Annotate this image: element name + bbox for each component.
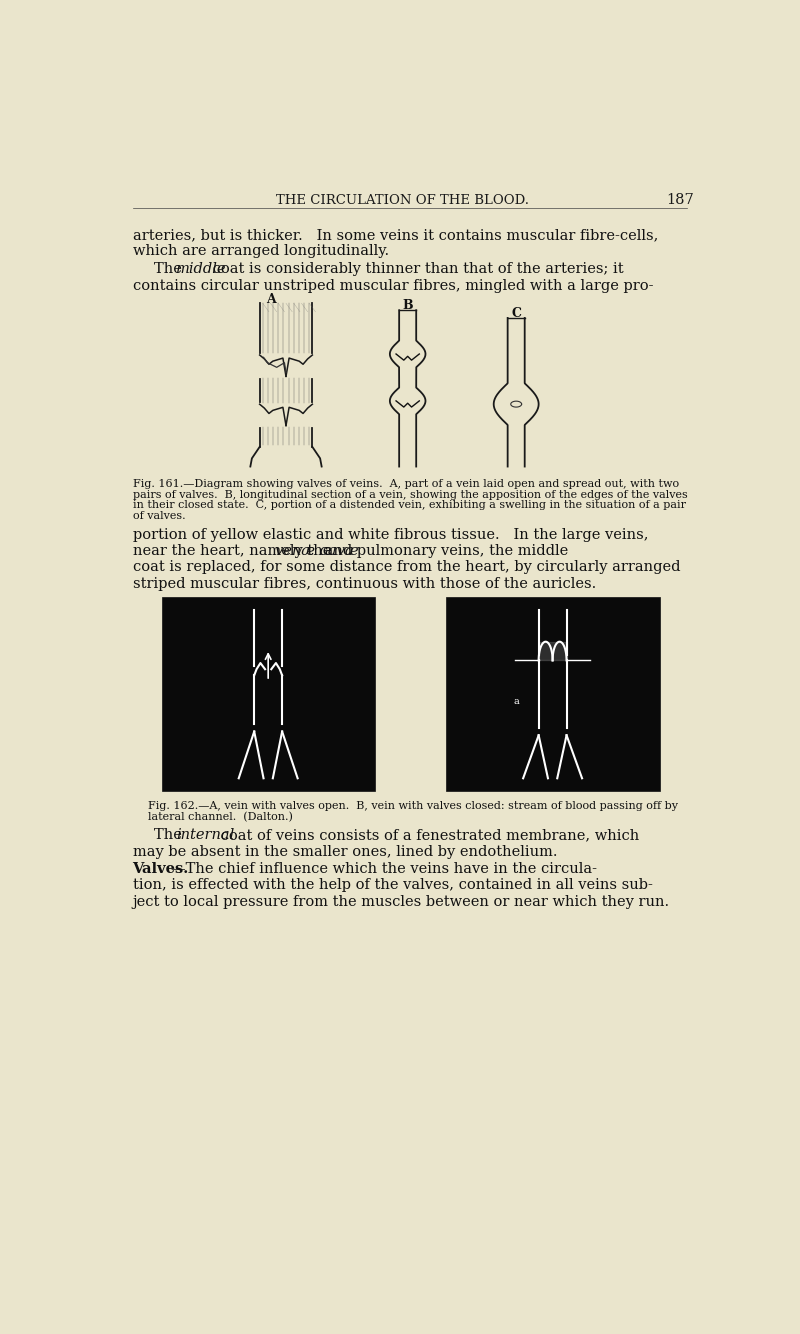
Bar (162, 596, 375, 791)
Text: venæ cavæ: venæ cavæ (275, 544, 358, 559)
Text: coat is replaced, for some distance from the heart, by circularly arranged: coat is replaced, for some distance from… (133, 560, 680, 575)
Text: Fig. 161.—Diagram showing valves of veins.  A, part of a vein laid open and spre: Fig. 161.—Diagram showing valves of vein… (133, 479, 678, 488)
Text: 187: 187 (666, 193, 694, 207)
Text: of valves.: of valves. (133, 511, 185, 522)
Text: Fig. 162.—A, vein with valves open.  B, vein with valves closed: stream of blood: Fig. 162.—A, vein with valves open. B, v… (148, 802, 678, 811)
Text: coat of veins consists of a fenestrated membrane, which: coat of veins consists of a fenestrated … (216, 828, 639, 843)
Text: and pulmonary veins, the middle: and pulmonary veins, the middle (320, 544, 568, 559)
Text: Valves.: Valves. (133, 862, 189, 876)
Text: contains circular unstriped muscular fibres, mingled with a large pro-: contains circular unstriped muscular fib… (133, 279, 653, 292)
Text: The: The (154, 263, 186, 276)
Text: A: A (266, 293, 275, 307)
Text: portion of yellow elastic and white fibrous tissue.   In the large veins,: portion of yellow elastic and white fibr… (133, 528, 648, 542)
Text: arteries, but is thicker.   In some veins it contains muscular fibre-cells,: arteries, but is thicker. In some veins … (133, 228, 658, 241)
Text: striped muscular fibres, continuous with those of the auricles.: striped muscular fibres, continuous with… (133, 576, 596, 591)
Text: The: The (154, 828, 186, 843)
Text: middle: middle (176, 263, 226, 276)
Text: may be absent in the smaller ones, lined by endothelium.: may be absent in the smaller ones, lined… (133, 844, 557, 859)
Text: tion, is effected with the help of the valves, contained in all veins sub-: tion, is effected with the help of the v… (133, 879, 653, 892)
Text: C: C (511, 307, 521, 320)
Text: which are arranged longitudinally.: which are arranged longitudinally. (133, 244, 389, 257)
Bar (446, 596, 659, 791)
Text: coat is considerably thinner than that of the arteries; it: coat is considerably thinner than that o… (209, 263, 624, 276)
Text: —The chief influence which the veins have in the circula-: —The chief influence which the veins hav… (171, 862, 598, 876)
Text: in their closed state.  C, portion of a distended vein, exhibiting a swelling in: in their closed state. C, portion of a d… (133, 500, 686, 511)
Text: near the heart, namely the: near the heart, namely the (133, 544, 335, 559)
Text: lateral channel.  (Dalton.): lateral channel. (Dalton.) (148, 811, 293, 822)
Text: THE CIRCULATION OF THE BLOOD.: THE CIRCULATION OF THE BLOOD. (276, 193, 529, 207)
Text: ject to local pressure from the muscles between or near which they run.: ject to local pressure from the muscles … (133, 895, 670, 908)
Text: internal: internal (176, 828, 234, 843)
Text: pairs of valves.  B, longitudinal section of a vein, showing the apposition of t: pairs of valves. B, longitudinal section… (133, 490, 687, 500)
Text: B: B (402, 299, 413, 312)
Text: a: a (514, 696, 520, 706)
